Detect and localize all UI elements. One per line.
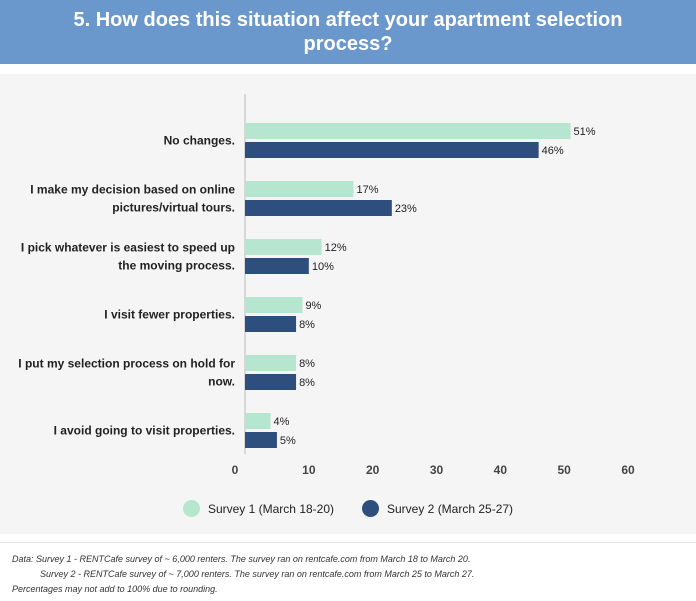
data-label: 8% <box>299 377 315 389</box>
x-tick-label: 50 <box>557 463 571 477</box>
bar-survey2 <box>245 432 277 448</box>
bar-survey1 <box>245 181 354 197</box>
legend-label-survey2: Survey 2 (March 25-27) <box>387 501 514 516</box>
bar-survey1 <box>245 413 271 429</box>
category-label: I pick whatever is easiest to speed up <box>21 241 235 255</box>
category-label: I put my selection process on hold for <box>18 357 235 371</box>
legend-swatch-survey2 <box>362 500 379 517</box>
data-label: 17% <box>357 184 379 196</box>
data-label: 8% <box>299 319 315 331</box>
chart-title: 5. How does this situation affect your a… <box>73 9 623 55</box>
legend: Survey 1 (March 18-20) Survey 2 (March 2… <box>0 500 696 517</box>
category-label: the moving process. <box>118 259 235 273</box>
legend-item-survey1: Survey 1 (March 18-20) <box>182 500 334 517</box>
bar-survey2 <box>245 258 309 274</box>
footer-note-survey1: Data: Survey 1 - RENTCafe survey of ~ 6,… <box>12 554 471 564</box>
bar-survey1 <box>245 355 297 371</box>
footer-note-survey2: Survey 2 - RENTCafe survey of ~ 7,000 re… <box>40 569 475 579</box>
category-label: pictures/virtual tours. <box>112 201 235 215</box>
bar-survey1 <box>245 123 571 139</box>
data-label: 23% <box>395 203 417 215</box>
bar-survey2 <box>245 374 297 390</box>
data-label: 9% <box>305 300 321 312</box>
bar-survey2 <box>245 200 392 216</box>
data-label: 51% <box>574 126 596 138</box>
category-label: I make my decision based on online <box>30 183 235 197</box>
data-label: 8% <box>299 358 315 370</box>
x-tick-label: 0 <box>232 463 239 477</box>
legend-label-survey1: Survey 1 (March 18-20) <box>207 501 334 516</box>
x-tick-label: 10 <box>302 463 316 477</box>
category-label: No changes. <box>164 134 235 148</box>
x-tick-label: 40 <box>494 463 508 477</box>
bar-survey2 <box>245 142 539 158</box>
x-tick-label: 20 <box>366 463 380 477</box>
x-tick-label: 30 <box>430 463 444 477</box>
category-label: I visit fewer properties. <box>104 308 235 322</box>
legend-item-survey2: Survey 2 (March 25-27) <box>362 500 513 517</box>
footer-note-rounding: Percentages may not add to 100% due to r… <box>12 584 218 594</box>
data-label: 5% <box>280 435 296 447</box>
chart-area: 0 10 20 30 40 50 60 No changes. 51% 46% I make my … <box>0 74 696 534</box>
category-label: now. <box>208 375 235 389</box>
bar-survey1 <box>245 297 303 313</box>
bar-chart: 0 10 20 30 40 50 60 No changes. 51% 46% I make my … <box>18 94 635 477</box>
category-label: I avoid going to visit properties. <box>54 424 235 438</box>
bar-survey2 <box>245 316 297 332</box>
data-label: 4% <box>274 416 290 428</box>
legend-swatch-survey1 <box>182 500 200 517</box>
bar-survey1 <box>245 239 322 255</box>
x-tick-label: 60 <box>621 463 635 477</box>
header-banner: 5. How does this situation affect your a… <box>0 0 696 64</box>
data-label: 10% <box>312 261 334 273</box>
data-label: 46% <box>542 145 564 157</box>
footer-notes: Data: Survey 1 - RENTCafe survey of ~ 6,… <box>0 542 696 601</box>
data-label: 12% <box>325 242 347 254</box>
